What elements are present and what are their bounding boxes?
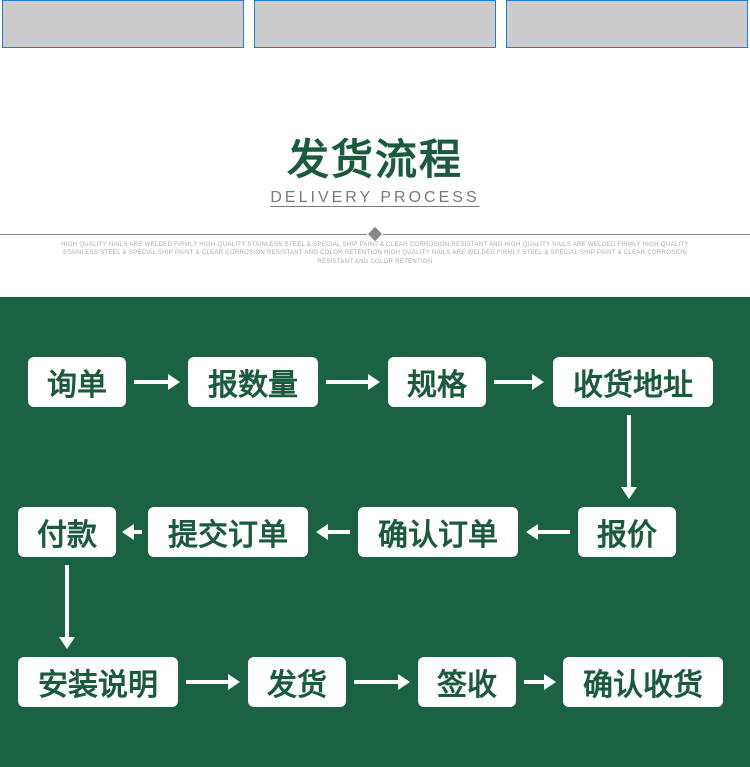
placeholder-box — [2, 0, 244, 48]
arrow-left-icon — [316, 529, 350, 535]
flow-node-n1: 询单 — [28, 357, 126, 407]
title-section: 发货流程 DELIVERY PROCESS HIGH QUALITY NAILS… — [0, 56, 750, 297]
arrow-right-icon — [494, 379, 544, 385]
arrow-down-icon — [64, 565, 70, 649]
flow-node-n10: 发货 — [248, 657, 346, 707]
arrow-right-icon — [354, 679, 410, 685]
flowchart-panel: 询单 报数量 规格 收货地址报价 确认订单提交订单付款安装说明 发货 签收确认收货 — [0, 297, 750, 767]
flow-node-n9: 安装说明 — [18, 657, 178, 707]
flow-node-n12: 确认收货 — [563, 657, 723, 707]
flow-node-n8: 付款 — [18, 507, 116, 557]
divider: HIGH QUALITY NAILS ARE WELDED FIRMLY HIG… — [0, 227, 750, 267]
flow-node-n3: 规格 — [388, 357, 486, 407]
flow-node-n5: 报价 — [578, 507, 676, 557]
flow-node-n6: 确认订单 — [358, 507, 518, 557]
arrow-left-icon — [526, 529, 570, 535]
flow-grid: 询单 报数量 规格 收货地址报价 确认订单提交订单付款安装说明 发货 签收确认收货 — [18, 357, 732, 717]
arrow-right-icon — [326, 379, 380, 385]
arrow-left-icon — [122, 529, 142, 535]
flow-node-n4: 收货地址 — [553, 357, 713, 407]
title-chinese: 发货流程 — [0, 126, 750, 187]
arrow-right-icon — [524, 679, 556, 685]
placeholder-box — [506, 0, 748, 48]
arrow-right-icon — [186, 679, 240, 685]
flow-node-n7: 提交订单 — [148, 507, 308, 557]
flow-node-n11: 签收 — [418, 657, 516, 707]
placeholder-box — [254, 0, 496, 48]
flow-node-n2: 报数量 — [188, 357, 318, 407]
title-english: DELIVERY PROCESS — [0, 189, 750, 207]
arrow-right-icon — [134, 379, 180, 385]
placeholder-row — [0, 0, 750, 56]
arrow-down-icon — [626, 415, 632, 499]
